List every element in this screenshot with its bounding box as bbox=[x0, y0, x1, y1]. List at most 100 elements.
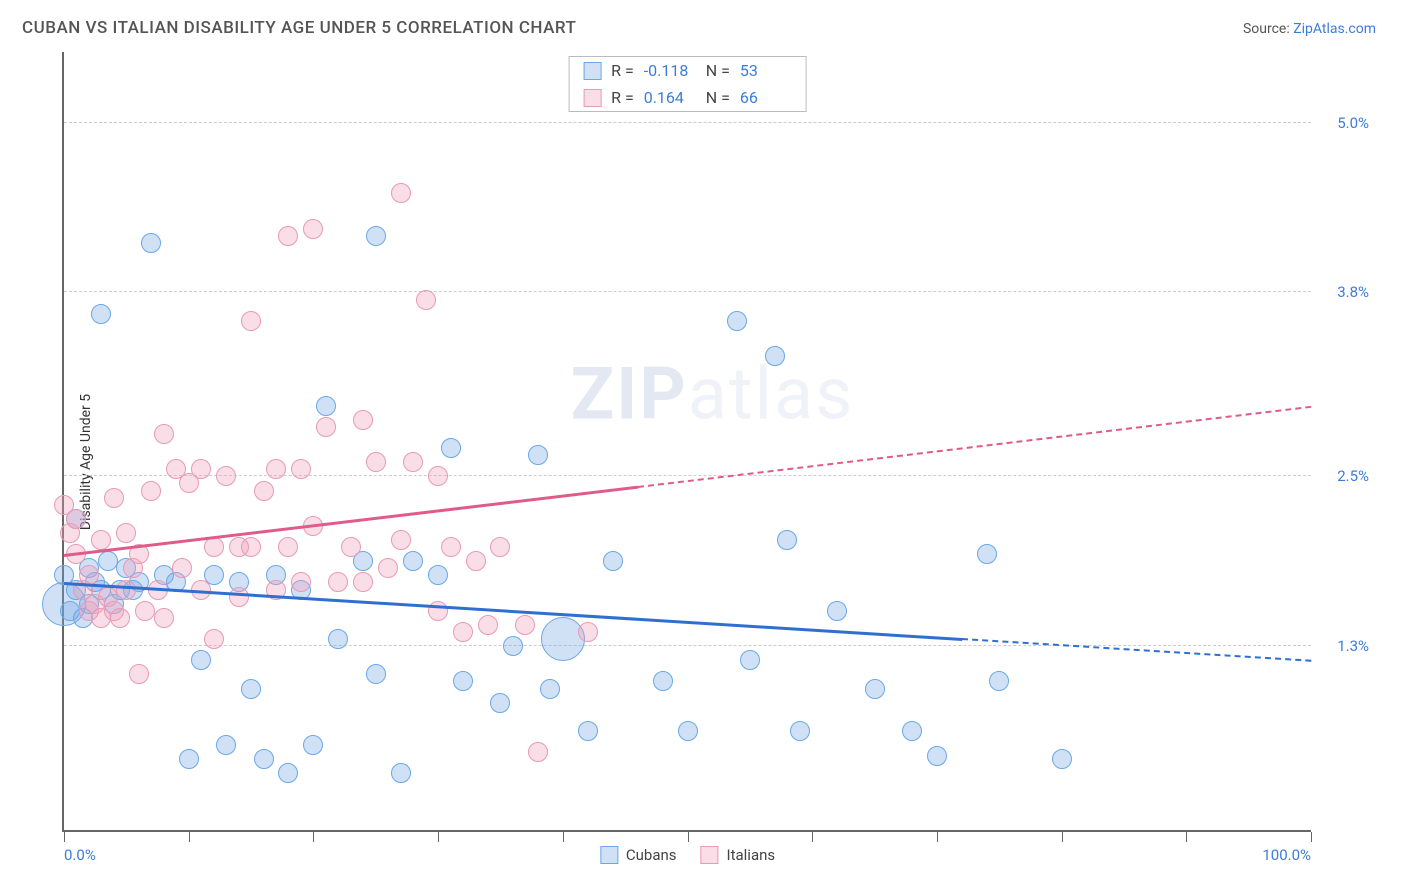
data-point bbox=[191, 650, 211, 670]
data-point bbox=[141, 481, 161, 501]
data-point bbox=[91, 304, 111, 324]
data-point bbox=[790, 721, 810, 741]
data-point bbox=[391, 530, 411, 550]
data-point bbox=[135, 601, 155, 621]
data-point bbox=[204, 629, 224, 649]
data-point bbox=[441, 537, 461, 557]
data-point bbox=[254, 481, 274, 501]
stats-row-italians: R = 0.164 N = 66 bbox=[569, 84, 806, 111]
data-point bbox=[291, 572, 311, 592]
data-point bbox=[129, 664, 149, 684]
data-point bbox=[678, 721, 698, 741]
data-point bbox=[366, 226, 386, 246]
data-point bbox=[1052, 749, 1072, 769]
x-tick bbox=[812, 832, 813, 842]
data-point bbox=[740, 650, 760, 670]
data-point bbox=[229, 587, 249, 607]
x-tick bbox=[1062, 832, 1063, 842]
y-tick-label: 1.3% bbox=[1337, 637, 1369, 655]
data-point bbox=[241, 311, 261, 331]
data-point bbox=[341, 537, 361, 557]
data-point bbox=[316, 417, 336, 437]
data-point bbox=[391, 183, 411, 203]
data-point bbox=[154, 424, 174, 444]
data-point bbox=[827, 601, 847, 621]
gridline bbox=[64, 475, 1311, 476]
data-point bbox=[428, 601, 448, 621]
data-point bbox=[353, 572, 373, 592]
swatch-italians-legend bbox=[701, 846, 719, 864]
data-point bbox=[204, 537, 224, 557]
data-point bbox=[241, 679, 261, 699]
data-point bbox=[278, 763, 298, 783]
y-tick-label: 2.5% bbox=[1337, 467, 1369, 485]
x-tick bbox=[438, 832, 439, 842]
data-point bbox=[116, 580, 136, 600]
data-point bbox=[104, 488, 124, 508]
data-point bbox=[453, 622, 473, 642]
data-point bbox=[528, 742, 548, 762]
data-point bbox=[578, 622, 598, 642]
data-point bbox=[515, 615, 535, 635]
x-tick bbox=[313, 832, 314, 842]
data-point bbox=[291, 459, 311, 479]
data-point bbox=[977, 544, 997, 564]
data-point bbox=[490, 537, 510, 557]
data-point bbox=[216, 735, 236, 755]
chart-container: Disability Age Under 5 ZIPatlas R = -0.1… bbox=[22, 52, 1376, 872]
data-point bbox=[528, 445, 548, 465]
data-point bbox=[727, 311, 747, 331]
data-point bbox=[540, 679, 560, 699]
data-point bbox=[865, 679, 885, 699]
data-point bbox=[110, 608, 130, 628]
gridline bbox=[64, 645, 1311, 646]
data-point bbox=[366, 664, 386, 684]
data-point bbox=[116, 523, 136, 543]
trend-line bbox=[962, 638, 1311, 662]
data-point bbox=[172, 558, 192, 578]
swatch-cubans bbox=[583, 62, 601, 80]
gridline bbox=[64, 122, 1311, 123]
data-point bbox=[366, 452, 386, 472]
data-point bbox=[91, 530, 111, 550]
data-point bbox=[303, 735, 323, 755]
data-point bbox=[278, 537, 298, 557]
watermark: ZIPatlas bbox=[571, 352, 855, 437]
scatter-plot-area: ZIPatlas R = -0.118 N = 53 R = 0.164 N =… bbox=[62, 52, 1311, 832]
data-point bbox=[989, 671, 1009, 691]
x-tick bbox=[1186, 832, 1187, 842]
data-point bbox=[453, 671, 473, 691]
data-point bbox=[254, 749, 274, 769]
data-point bbox=[603, 551, 623, 571]
data-point bbox=[403, 452, 423, 472]
x-tick bbox=[563, 832, 564, 842]
legend-item-cubans: Cubans bbox=[600, 846, 677, 864]
data-point bbox=[777, 530, 797, 550]
data-point bbox=[191, 459, 211, 479]
gridline bbox=[64, 291, 1311, 292]
data-point bbox=[328, 629, 348, 649]
swatch-italians bbox=[583, 89, 601, 107]
x-tick bbox=[937, 832, 938, 842]
x-tick-label: 0.0% bbox=[64, 846, 96, 864]
data-point bbox=[541, 617, 585, 661]
data-point bbox=[653, 671, 673, 691]
data-point bbox=[503, 636, 523, 656]
stats-row-cubans: R = -0.118 N = 53 bbox=[569, 57, 806, 84]
source-link[interactable]: ZipAtlas.com bbox=[1293, 21, 1376, 37]
x-tick bbox=[688, 832, 689, 842]
data-point bbox=[490, 693, 510, 713]
data-point bbox=[266, 459, 286, 479]
data-point bbox=[179, 749, 199, 769]
data-point bbox=[466, 551, 486, 571]
data-point bbox=[428, 565, 448, 585]
x-tick bbox=[64, 832, 65, 842]
swatch-cubans-legend bbox=[600, 846, 618, 864]
x-tick bbox=[189, 832, 190, 842]
x-tick-label: 100.0% bbox=[1262, 846, 1311, 864]
stats-box: R = -0.118 N = 53 R = 0.164 N = 66 bbox=[568, 56, 807, 112]
data-point bbox=[66, 509, 86, 529]
data-point bbox=[316, 396, 336, 416]
data-point bbox=[391, 763, 411, 783]
data-point bbox=[441, 438, 461, 458]
